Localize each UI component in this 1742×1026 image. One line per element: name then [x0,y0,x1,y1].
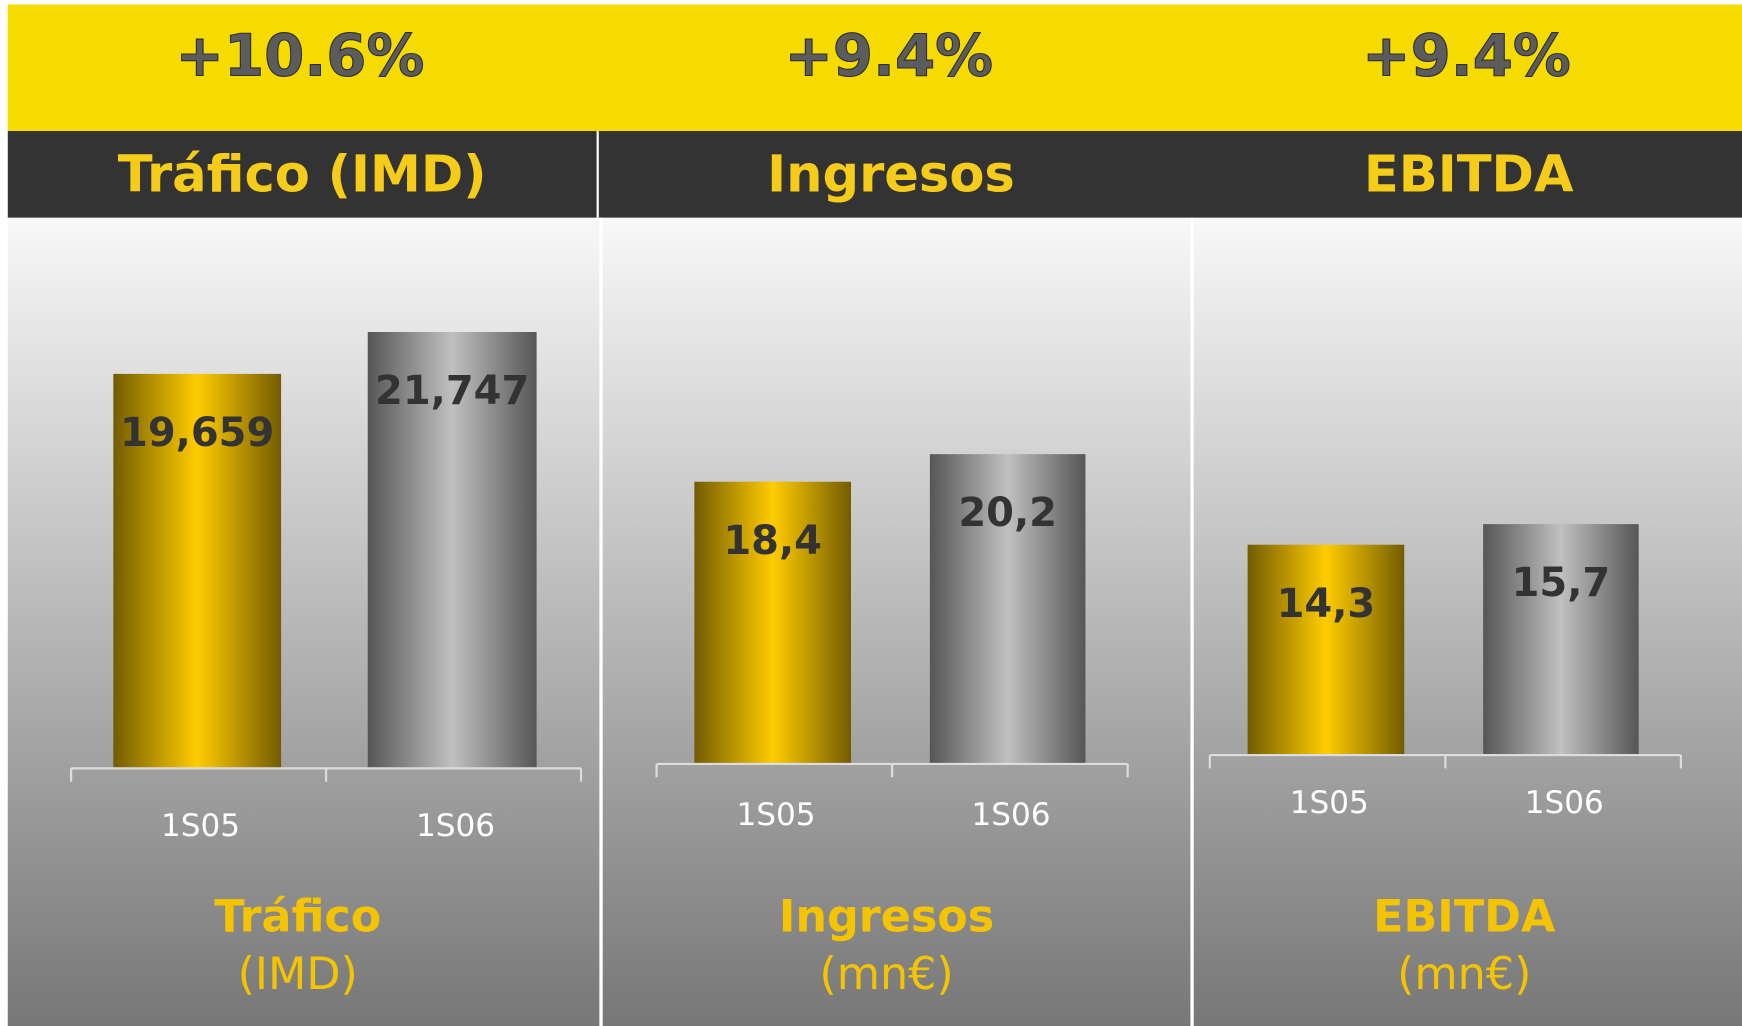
header-band [7,131,1742,218]
panel-header: EBITDA [1364,146,1574,205]
category-label: 1S06 [416,808,495,844]
growth-band [7,4,1742,132]
value-label: 14,3 [1277,581,1376,627]
bar [1483,524,1639,756]
panel-background [7,217,1742,1026]
panel-label: Ingresos [779,891,994,942]
panel-unit: (mn€) [1397,949,1531,1000]
panel-label: Tráfico [214,891,381,942]
panel-label: EBITDA [1373,891,1556,942]
value-label: 15,7 [1512,560,1611,606]
category-label: 1S05 [736,797,815,833]
growth-rate: +9.4% [1362,22,1571,90]
bar [929,454,1086,764]
category-label: 1S05 [1290,785,1369,821]
bar [113,373,282,769]
value-label: 19,659 [120,410,274,456]
category-label: 1S06 [971,797,1050,833]
panel-unit: (IMD) [238,949,358,1000]
panel-header: Tráfico (IMD) [118,146,487,205]
panel-unit: (mn€) [819,949,953,1000]
growth-rate: +9.4% [784,22,993,90]
growth-rate: +10.6% [176,22,425,90]
value-label: 21,747 [375,368,529,414]
category-label: 1S06 [1525,785,1604,821]
bar [367,332,537,769]
value-label: 18,4 [723,518,822,564]
bar [694,481,852,764]
category-label: 1S05 [161,808,240,844]
bar [1247,544,1405,756]
panel-header: Ingresos [767,146,1015,205]
value-label: 20,2 [958,490,1057,536]
